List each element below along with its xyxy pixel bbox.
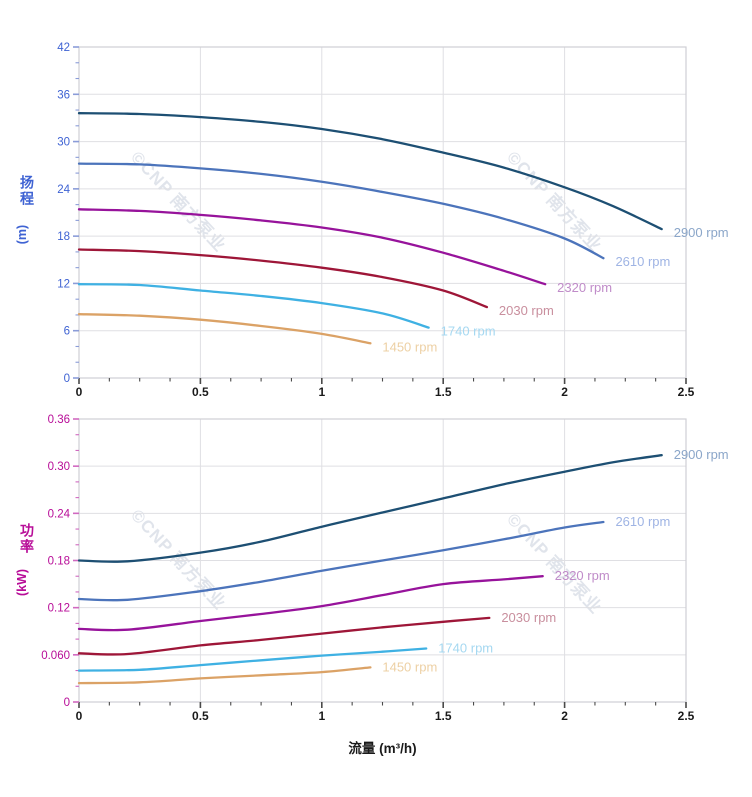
brand-watermark: ©CNP 南方泵业 [503, 147, 606, 256]
x-tick-label: 1 [318, 385, 325, 399]
curve-2900-rpm [77, 112, 663, 231]
series-label-1740-rpm: 1740 rpm [438, 641, 493, 656]
x-tick-label: 1.5 [435, 385, 452, 399]
y-axis-title: 程 [20, 191, 34, 207]
y-tick-label: 42 [57, 42, 70, 54]
y-tick-label: 18 [57, 231, 70, 243]
curve-2900-rpm [77, 454, 663, 563]
curve-2610-rpm [77, 520, 605, 602]
x-tick-label: 2 [561, 385, 568, 399]
curve-1740-rpm [77, 647, 428, 672]
curve-2030-rpm [77, 248, 489, 309]
series-label-2030-rpm: 2030 rpm [501, 610, 556, 625]
y-tick-label: 36 [57, 89, 70, 101]
series-label-2610-rpm: 2610 rpm [615, 254, 670, 269]
y-tick-label: 0.24 [48, 508, 71, 520]
power-chart: 0 0.5 1 1.5 2 2.5 0 0.060 0.12 0.18 0.24 0.30 0.36 功率… [15, 414, 729, 756]
x-tick-label: 2.5 [678, 385, 695, 399]
curve-2320-rpm [77, 208, 547, 286]
series-label-2900-rpm: 2900 rpm [674, 225, 729, 240]
series-label-2610-rpm: 2610 rpm [615, 514, 670, 529]
series-label-1450-rpm: 1450 rpm [382, 339, 437, 354]
y-tick-label: 0.18 [48, 556, 70, 568]
series-label-1450-rpm: 1450 rpm [382, 659, 437, 674]
x-tick-label: 0 [76, 709, 83, 723]
series-label-1740-rpm: 1740 rpm [441, 324, 496, 339]
series-label-2030-rpm: 2030 rpm [499, 303, 554, 318]
y-axis-unit: (kW) [15, 569, 29, 596]
curve-1450-rpm [77, 313, 372, 345]
x-tick-label: 0 [76, 385, 83, 399]
y-tick-label: 0.12 [48, 603, 70, 615]
watermark-layer: ©CNP 南方泵业 ©CNP 南方泵业©CNP 南方泵业 ©CNP 南方泵业 [127, 147, 606, 618]
x-axis-title: 流量 (m³/h) [348, 740, 416, 756]
x-tick-label: 2.5 [678, 709, 695, 723]
curve-2610-rpm [77, 162, 605, 260]
x-tick-label: 1.5 [435, 709, 452, 723]
y-axis-unit: (m) [15, 225, 29, 244]
x-tick-label: 1 [318, 709, 325, 723]
brand-watermark: ©CNP 南方泵业 [503, 509, 606, 618]
y-tick-label: 0.36 [48, 414, 70, 426]
y-tick-label: 6 [64, 326, 70, 338]
y-axis-title: 功 [20, 523, 34, 539]
series-label-2320-rpm: 2320 rpm [555, 568, 610, 583]
curve-2320-rpm [77, 575, 544, 632]
y-tick-label: 30 [57, 137, 70, 149]
y-tick-label: 0 [64, 373, 70, 385]
curve-2030-rpm [77, 616, 491, 656]
curve-1450-rpm [77, 666, 372, 685]
y-tick-label: 0.060 [41, 650, 70, 662]
curve-1740-rpm [77, 283, 430, 329]
y-tick-label: 0.30 [48, 461, 70, 473]
y-tick-label: 12 [57, 278, 70, 290]
y-tick-label: 0 [64, 697, 70, 709]
y-tick-label: 24 [57, 184, 70, 196]
y-axis-title: 率 [20, 539, 34, 555]
series-label-2320-rpm: 2320 rpm [557, 280, 612, 295]
y-axis-title: 扬 [20, 175, 34, 191]
x-tick-label: 0.5 [192, 709, 209, 723]
series-label-2900-rpm: 2900 rpm [674, 447, 729, 462]
x-tick-label: 0.5 [192, 385, 209, 399]
head-chart: 0 0.5 1 1.5 2 2.5 0 6 12 18 24 30 36 42 扬程 (m) 2900 rpm 2… [15, 42, 729, 399]
x-tick-label: 2 [561, 709, 568, 723]
